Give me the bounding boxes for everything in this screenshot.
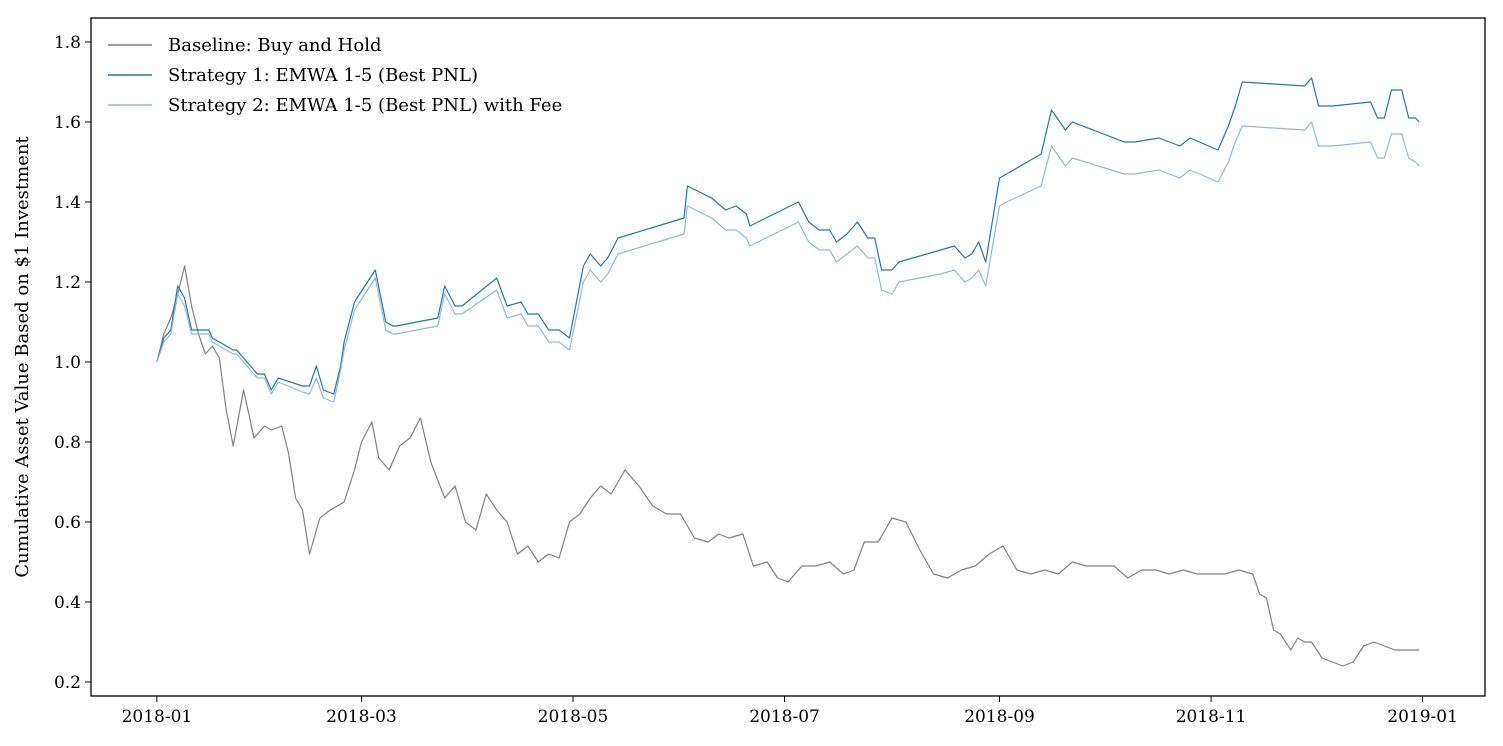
series-layer [156,77,1420,667]
y-tick-label: 1.2 [54,273,81,293]
legend-label: Baseline: Buy and Hold [168,35,382,56]
y-tick-label: 0.8 [54,433,81,453]
x-tick-label: 2018-03 [326,707,397,727]
series-line-3 [156,121,1420,403]
legend: Baseline: Buy and Hold Strategy 1: EMWA 1… [108,35,562,116]
x-tick-label: 2018-11 [1176,707,1247,727]
legend-label: Strategy 2: EMWA 1-5 (Best PNL) with Fee [168,95,562,116]
series-line-2 [156,77,1420,395]
y-tick-label: 0.4 [54,593,81,613]
x-tick-label: 2018-05 [538,707,609,727]
plot-frame [90,17,1486,697]
y-tick-label: 1.4 [54,193,81,213]
x-tick-label: 2018-09 [964,707,1035,727]
x-axis: 2018-01 2018-03 2018-05 2018-07 2018-09 2018-… [122,696,1458,727]
y-tick-label: 0.2 [54,673,81,693]
y-tick-label: 0.6 [54,513,81,533]
x-tick-label: 2018-07 [749,707,820,727]
y-axis-label: Cumulative Asset Value Based on $1 Inves… [12,136,33,578]
series-line-1 [156,265,1420,667]
x-tick-label: 2018-01 [122,707,193,727]
legend-label: Strategy 1: EMWA 1-5 (Best PNL) [168,65,478,86]
y-tick-label: 1.0 [54,353,81,373]
y-axis: 0.2 0.4 0.6 0.8 1.0 1.2 1.4 1.6 1.8 [54,33,91,693]
x-tick-label: 2019-01 [1387,707,1458,727]
y-tick-label: 1.6 [54,113,81,133]
y-tick-label: 1.8 [54,33,81,53]
